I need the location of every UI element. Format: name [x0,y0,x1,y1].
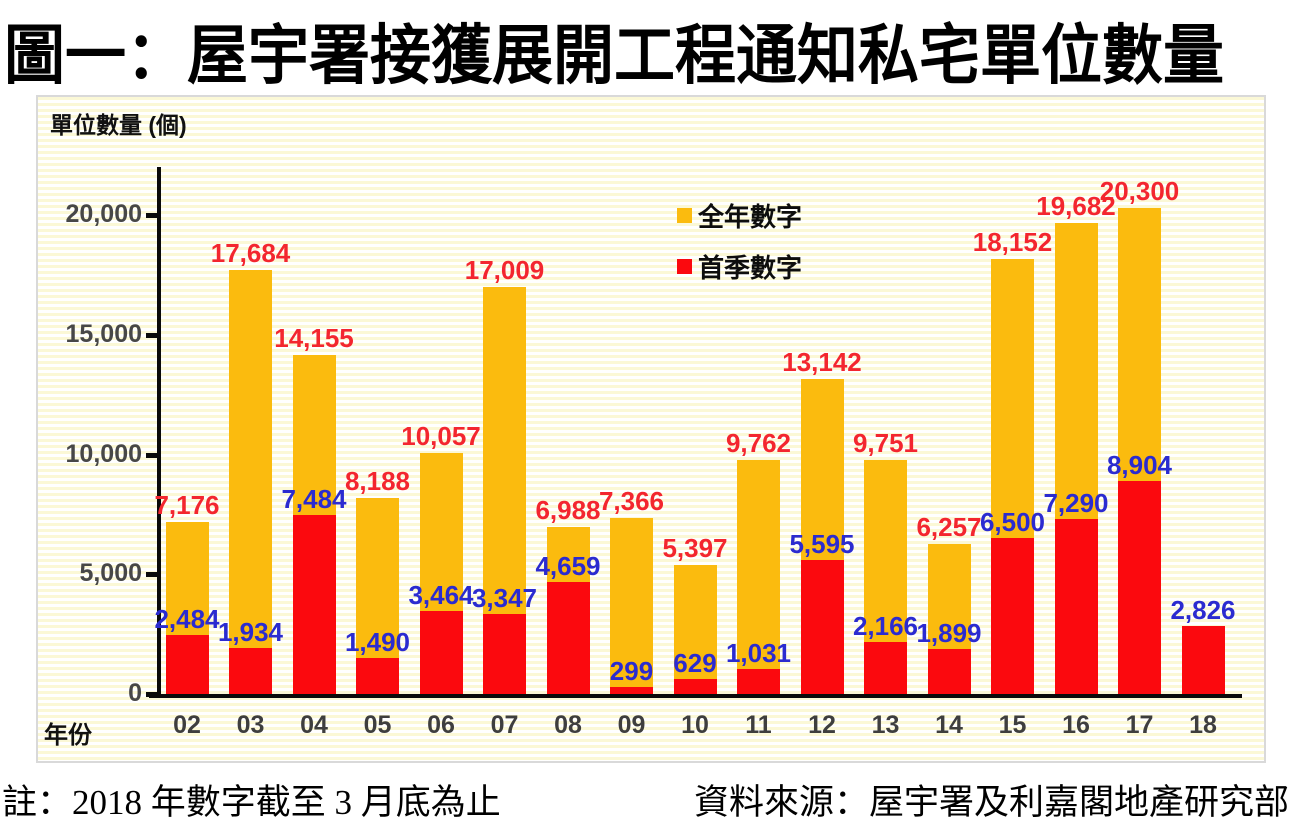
bar-first-quarter-16 [1055,519,1098,694]
bar-first-quarter-11 [737,669,780,694]
x-axis-label-18: 18 [1189,711,1217,739]
y-axis-tick-20000 [146,213,157,218]
y-axis-tick-label-0: 0 [128,679,142,707]
value-label-first-quarter-16: 7,290 [1043,488,1109,518]
value-label-full-year-05: 8,188 [344,466,411,496]
x-axis-label-17: 17 [1125,711,1154,739]
value-label-full-year-11: 9,762 [725,428,792,458]
value-label-first-quarter-15: 6,500 [979,507,1046,537]
legend-swatch-full-year-icon [677,208,692,223]
value-label-first-quarter-07: 3,347 [471,583,538,613]
value-label-first-quarter-08: 4,659 [535,551,601,581]
bar-first-quarter-03 [229,648,272,694]
value-label-full-year-09: 7,366 [598,486,665,516]
x-axis-line [149,694,1242,698]
value-label-first-quarter-09: 299 [609,656,654,686]
y-axis-tick-15000 [146,332,157,338]
x-axis-label-02: 02 [173,711,201,739]
x-axis-label-09: 09 [617,711,646,739]
bar-first-quarter-05 [356,658,399,694]
x-axis-title: 年份 [44,722,92,749]
y-axis-tick-10000 [146,452,157,458]
x-axis-label-06: 06 [427,711,455,739]
bar-first-quarter-15 [991,538,1034,694]
value-label-full-year-08: 6,988 [535,495,601,525]
legend: 全年數字 首季數字 [677,197,802,299]
value-label-full-year-14: 6,257 [916,512,982,542]
bar-first-quarter-18 [1182,626,1225,694]
y-axis-title: 單位數量 (個) [50,112,187,138]
legend-item-first-quarter: 首季數字 [677,248,802,285]
y-axis-tick-5000 [146,572,157,578]
value-label-first-quarter-13: 2,166 [852,611,919,641]
value-label-first-quarter-02: 2,484 [154,604,220,634]
x-axis-label-05: 05 [363,711,392,739]
footer-note: 註：2018 年數字截至 3 月底為止 [2,783,501,822]
x-axis-label-12: 12 [808,711,836,739]
bar-first-quarter-06 [420,611,463,694]
value-label-first-quarter-18: 2,826 [1170,595,1236,625]
bar-first-quarter-17 [1118,481,1161,694]
bar-first-quarter-13 [864,642,907,694]
value-label-full-year-04: 14,155 [274,323,354,353]
x-axis-label-15: 15 [998,711,1027,739]
page-title: 圖一：屋宇署接獲展開工程通知私宅單位數量 [4,18,1225,92]
y-axis-line [157,167,161,698]
value-label-first-quarter-04: 7,484 [281,484,347,514]
value-label-first-quarter-05: 1,490 [344,627,411,657]
value-label-full-year-15: 18,152 [972,227,1053,257]
y-axis-tick-0 [146,692,157,697]
value-label-first-quarter-14: 1,899 [916,618,982,648]
value-label-full-year-12: 13,142 [782,347,862,377]
bar-full-year-11 [737,460,780,694]
value-label-full-year-07: 17,009 [464,255,545,285]
x-axis-label-11: 11 [745,711,772,739]
value-label-full-year-16: 19,682 [1036,191,1116,221]
x-axis-label-07: 07 [490,711,519,739]
value-label-first-quarter-17: 8,904 [1106,450,1173,480]
value-label-full-year-06: 10,057 [401,421,481,451]
y-axis-tick-label-20000: 20,000 [65,200,142,228]
x-axis-label-13: 13 [871,711,900,739]
value-label-first-quarter-11: 1,031 [725,638,792,668]
bar-first-quarter-04 [293,515,336,694]
x-axis-label-03: 03 [236,711,265,739]
value-label-full-year-13: 9,751 [852,428,919,458]
value-label-full-year-02: 7,176 [154,490,220,520]
legend-swatch-first-quarter-icon [677,259,692,274]
bar-first-quarter-12 [801,560,844,694]
bar-first-quarter-08 [547,582,590,694]
legend-label-first-quarter: 首季數字 [698,253,803,283]
bar-first-quarter-02 [166,635,209,694]
value-label-first-quarter-06: 3,464 [408,580,474,610]
x-axis-label-08: 08 [554,711,582,739]
value-label-first-quarter-10: 629 [673,648,717,678]
x-axis-label-04: 04 [300,711,328,739]
x-axis-label-14: 14 [935,711,963,739]
y-axis-tick-label-10000: 10,000 [65,439,142,468]
bar-full-year-03 [229,270,272,694]
bar-full-year-10 [674,565,717,694]
x-axis-label-16: 16 [1062,711,1090,739]
value-label-first-quarter-03: 1,934 [217,617,284,647]
value-label-first-quarter-12: 5,595 [789,529,855,559]
value-label-full-year-17: 20,300 [1099,176,1180,206]
bar-full-year-09 [610,518,653,694]
footer: 註：2018 年數字截至 3 月底為止 資料來源：屋宇署及利嘉閣地產研究部 [0,774,1311,825]
y-axis-tick-label-15000: 15,000 [65,319,142,348]
bar-first-quarter-10 [674,679,717,694]
footer-source: 資料來源：屋宇署及利嘉閣地產研究部 [693,783,1289,822]
x-axis-label-10: 10 [681,711,709,739]
value-label-full-year-10: 5,397 [662,533,728,563]
bar-first-quarter-09 [610,687,653,694]
bar-first-quarter-07 [483,614,526,694]
legend-item-full-year: 全年數字 [677,197,802,234]
chart-panel: 單位數量 (個) 全年數字 首季數字 年份 0 5,000 10,000 15,000… [36,95,1266,763]
y-axis-tick-label-5000: 5,000 [79,559,142,588]
legend-label-full-year: 全年數字 [698,202,803,232]
value-label-full-year-03: 17,684 [210,238,291,268]
bar-first-quarter-14 [928,649,971,694]
